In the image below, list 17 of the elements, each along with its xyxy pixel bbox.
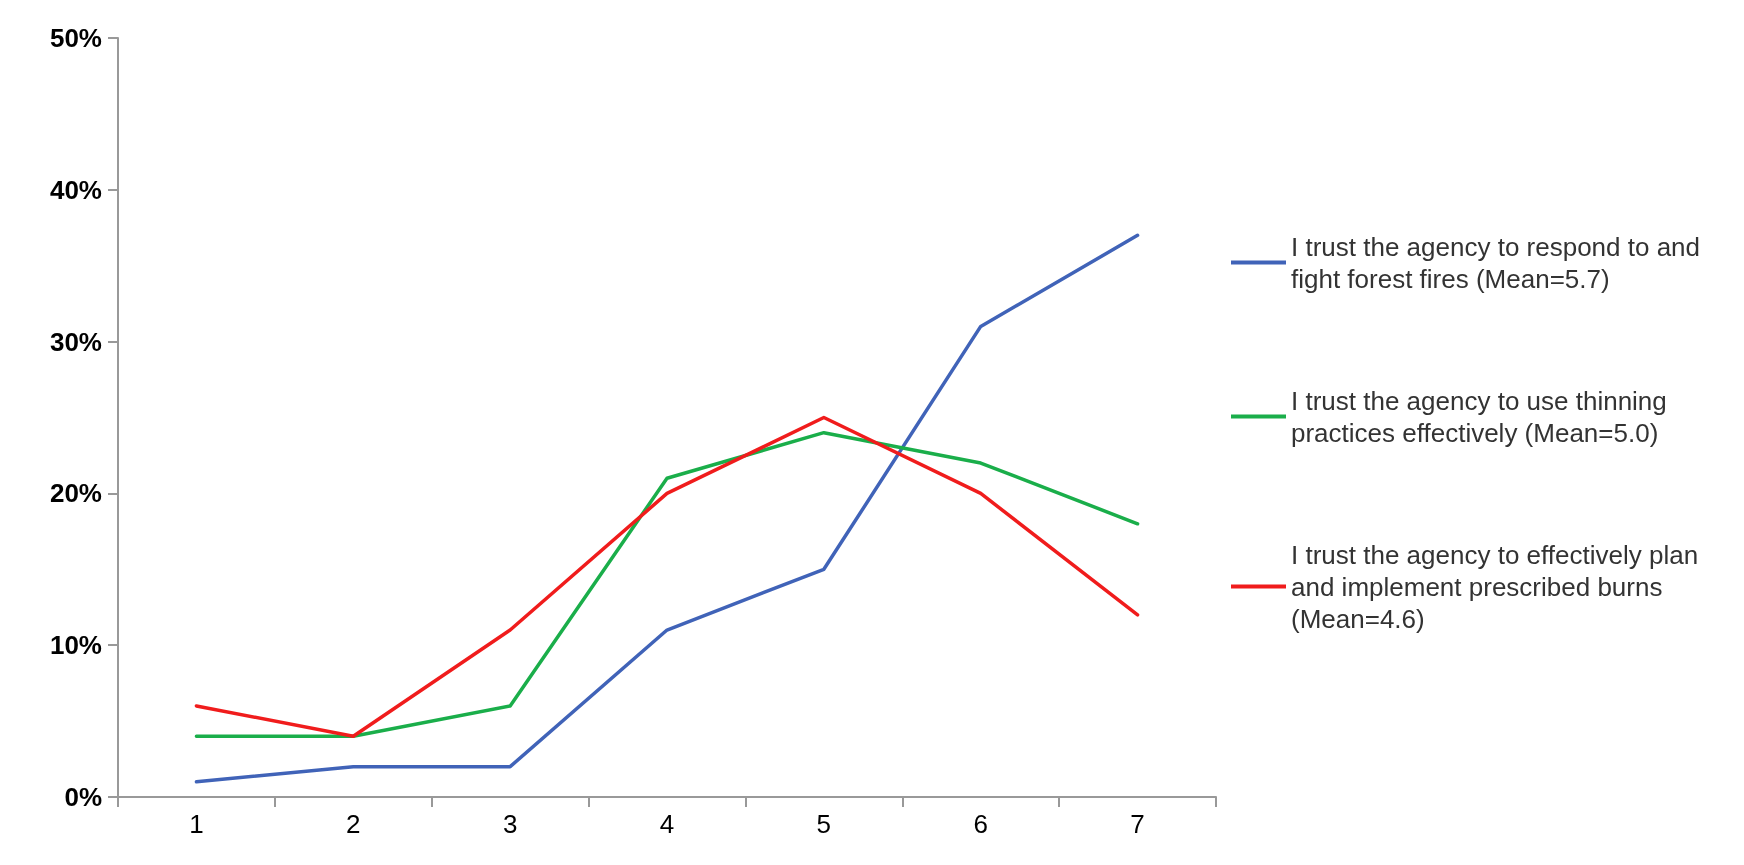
- line-series: [194, 233, 1140, 784]
- x-tick-label: 6: [973, 809, 988, 839]
- x-tick-label: 4: [659, 809, 675, 839]
- y-tick-label: 10%: [49, 630, 102, 661]
- legend-label: I trust the agency to use thinning practices effectively (Mean=5.0): [1291, 385, 1675, 448]
- legend-label: I trust the agency to effectively plan and implement prescribed burns (Mean=4.6): [1291, 539, 1706, 634]
- x-tick-label: 5: [816, 809, 832, 839]
- y-tick-label: 40%: [49, 174, 102, 205]
- y-tick-label: 30%: [49, 326, 102, 357]
- x-tick-label: 2: [346, 809, 361, 839]
- y-tick-label: 0%: [64, 782, 102, 812]
- y-tick-label: 50%: [49, 23, 102, 53]
- y-tick-label: 20%: [49, 478, 102, 509]
- legend-label: I trust the agency to respond to and fight forest fires (Mean=5.7): [1291, 231, 1708, 294]
- x-tick-label: 1: [189, 809, 204, 839]
- x-tick-label: 7: [1130, 809, 1145, 839]
- x-tick-label: 3: [502, 809, 518, 839]
